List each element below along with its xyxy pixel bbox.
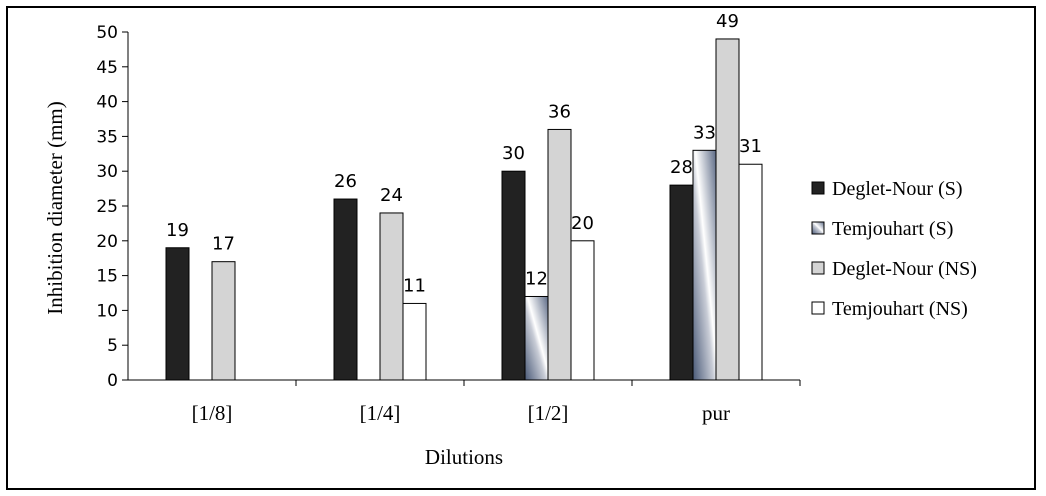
data-label: 19 <box>166 220 189 241</box>
y-tick-label: 15 <box>96 267 118 287</box>
axes: 0 5 10 15 20 25 30 35 40 45 50 [1/8] [1/4] [1/2] pur <box>96 23 801 425</box>
x-tick-label: [1/4] <box>360 401 401 425</box>
data-label: 24 <box>380 185 403 206</box>
bar <box>738 163 763 381</box>
data-label: 33 <box>693 122 716 143</box>
legend-label: Deglet-Nour (S) <box>832 178 963 200</box>
y-tick-label: 50 <box>96 23 118 43</box>
bar <box>501 170 526 381</box>
bar <box>402 302 427 381</box>
y-tick-label: 25 <box>96 197 118 217</box>
bar <box>547 128 572 381</box>
y-tick-label: 10 <box>96 301 118 321</box>
y-tick-label: 30 <box>96 162 118 182</box>
bar <box>692 149 717 381</box>
bar <box>570 240 595 381</box>
legend: Deglet-Nour (S) Temjouhart (S) Deglet-Nour… <box>811 178 977 320</box>
y-tick-label: 5 <box>107 336 118 356</box>
x-axis-title: Dilutions <box>425 445 503 469</box>
data-label: 30 <box>502 143 525 164</box>
data-label: 28 <box>670 157 693 178</box>
legend-swatch <box>811 221 825 235</box>
x-tick-label: [1/8] <box>192 401 233 425</box>
data-label: 11 <box>403 275 426 296</box>
legend-swatch <box>811 181 825 195</box>
bar <box>379 212 404 381</box>
bar <box>669 184 694 381</box>
legend-label: Deglet-Nour (NS) <box>832 258 977 280</box>
y-tick-label: 20 <box>96 232 118 252</box>
y-tick-label: 40 <box>96 93 118 113</box>
legend-swatch <box>811 261 825 275</box>
bar <box>524 295 549 381</box>
data-label: 49 <box>716 11 739 32</box>
x-tick-label: [1/2] <box>528 401 569 425</box>
data-label: 26 <box>334 171 357 192</box>
y-axis-title: Inhibition diameter (mm) <box>43 101 67 314</box>
data-label: 17 <box>212 234 235 255</box>
bar <box>211 261 236 381</box>
data-label: 36 <box>548 101 571 122</box>
legend-label: Temjouhart (S) <box>832 218 953 240</box>
y-tick-label: 0 <box>107 371 118 391</box>
bar <box>333 198 358 381</box>
y-tick-label: 45 <box>96 58 118 78</box>
bar <box>715 38 740 381</box>
legend-swatch <box>811 301 825 315</box>
bars-group <box>165 38 763 381</box>
legend-label: Temjouhart (NS) <box>832 298 968 320</box>
bar <box>165 247 190 381</box>
x-tick-label: pur <box>702 401 730 425</box>
y-tick-label: 35 <box>96 127 118 147</box>
data-label: 31 <box>739 136 762 157</box>
data-label: 20 <box>571 213 594 234</box>
data-label: 12 <box>525 268 548 289</box>
